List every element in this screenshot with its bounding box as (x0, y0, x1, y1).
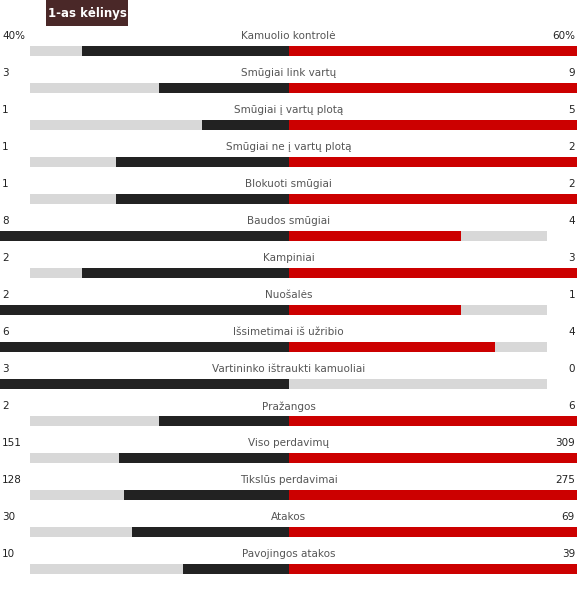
Bar (288, 527, 577, 537)
Text: Pavojingos atakos: Pavojingos atakos (242, 549, 335, 559)
Text: Smūgiai ne į vartų plotą: Smūgiai ne į vartų plotą (226, 142, 351, 152)
Bar (288, 194, 577, 204)
Bar (0, 342, 288, 352)
Bar (124, 490, 288, 500)
Text: 128: 128 (2, 475, 22, 485)
Text: 30: 30 (2, 512, 15, 522)
Text: 4: 4 (568, 327, 575, 337)
Text: 1-as kėlinys: 1-as kėlinys (47, 6, 126, 19)
Text: 2: 2 (2, 290, 9, 300)
Text: 6: 6 (568, 401, 575, 411)
Text: 1: 1 (2, 105, 9, 115)
Text: 8: 8 (2, 216, 9, 226)
Text: Vartininko ištraukti kamuoliai: Vartininko ištraukti kamuoliai (212, 364, 365, 374)
Text: 60%: 60% (552, 31, 575, 41)
Text: 69: 69 (562, 512, 575, 522)
Text: 0: 0 (568, 364, 575, 374)
Text: 1: 1 (568, 290, 575, 300)
Bar (203, 120, 288, 130)
Bar (288, 268, 577, 278)
Bar (30, 46, 547, 56)
Text: 1: 1 (2, 179, 9, 189)
Text: 309: 309 (555, 438, 575, 448)
Text: Nuošalės: Nuošalės (265, 290, 312, 300)
Bar (288, 416, 577, 426)
Text: Mačas: Mačas (6, 6, 43, 19)
Bar (30, 268, 547, 278)
Bar (288, 342, 495, 352)
Bar (30, 564, 547, 574)
Bar (159, 416, 288, 426)
Bar (30, 416, 547, 426)
Text: Kampiniai: Kampiniai (263, 253, 314, 263)
Text: 6: 6 (2, 327, 9, 337)
Bar (288, 490, 577, 500)
Bar (288, 157, 577, 167)
Bar (288, 453, 577, 463)
Bar (30, 379, 547, 389)
Text: Baudos smūgiai: Baudos smūgiai (247, 216, 330, 226)
Text: 151: 151 (2, 438, 22, 448)
Text: 5: 5 (568, 105, 575, 115)
Text: 3: 3 (2, 68, 9, 78)
Text: Smūgiai į vartų plotą: Smūgiai į vartų plotą (234, 105, 343, 115)
Text: 3: 3 (568, 253, 575, 263)
Text: 10: 10 (2, 549, 15, 559)
Bar (288, 564, 577, 574)
Text: 275: 275 (555, 475, 575, 485)
Bar (132, 527, 288, 537)
Text: 40%: 40% (2, 31, 25, 41)
Bar (288, 46, 577, 56)
Bar (30, 527, 547, 537)
Text: 9: 9 (568, 68, 575, 78)
Text: 2: 2 (568, 142, 575, 152)
Text: 2: 2 (2, 401, 9, 411)
Bar (288, 83, 577, 93)
Text: 2: 2 (2, 253, 9, 263)
Text: 1: 1 (2, 142, 9, 152)
Text: Blokuoti smūgiai: Blokuoti smūgiai (245, 179, 332, 189)
Text: Tikslūs perdavimai: Tikslūs perdavimai (239, 475, 338, 485)
Bar (119, 453, 288, 463)
Text: Kamuolio kontrolė: Kamuolio kontrolė (241, 31, 336, 41)
Bar (82, 46, 288, 56)
Bar (46, 0, 128, 26)
Bar (30, 305, 547, 315)
Bar (0, 231, 288, 241)
Bar (30, 490, 547, 500)
Bar (30, 120, 547, 130)
Bar (0, 379, 288, 389)
Bar (30, 194, 547, 204)
Bar (116, 194, 288, 204)
Bar (30, 83, 547, 93)
Text: 39: 39 (562, 549, 575, 559)
Text: 3: 3 (2, 364, 9, 374)
Bar (30, 342, 547, 352)
Bar (30, 157, 547, 167)
Bar (288, 305, 461, 315)
Bar (30, 231, 547, 241)
Bar (82, 268, 288, 278)
Text: Viso perdavimų: Viso perdavimų (248, 438, 329, 448)
Bar (288, 231, 461, 241)
Text: Smūgiai link vartų: Smūgiai link vartų (241, 68, 336, 78)
Bar (30, 453, 547, 463)
Bar (159, 83, 288, 93)
Bar (183, 564, 288, 574)
Bar (0, 305, 288, 315)
Text: Išsimetimai iš užribio: Išsimetimai iš užribio (233, 327, 344, 337)
Text: 2: 2 (568, 179, 575, 189)
Text: 4: 4 (568, 216, 575, 226)
Text: Pražangos: Pražangos (261, 401, 316, 411)
Bar (288, 120, 577, 130)
Text: Atakos: Atakos (271, 512, 306, 522)
Bar (116, 157, 288, 167)
